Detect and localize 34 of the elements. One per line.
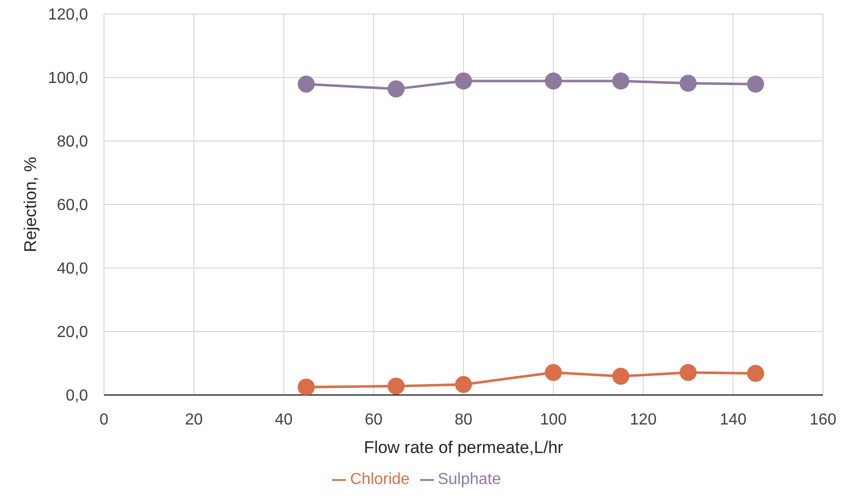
y-tick-label: 0,0 — [66, 388, 88, 405]
point — [680, 364, 697, 381]
x-axis-title: Flow rate of permeate,L/hr — [364, 438, 564, 457]
point — [455, 376, 472, 394]
point — [747, 76, 764, 93]
x-tick-label: 80 — [454, 411, 472, 428]
y-tick-label: 80,0 — [56, 134, 88, 151]
point — [612, 368, 630, 385]
point — [544, 364, 562, 381]
point — [680, 74, 697, 92]
x-tick-label: 60 — [364, 411, 383, 428]
point — [388, 378, 405, 395]
x-tick-label: 0 — [100, 411, 109, 428]
y-tick-label: 120,0 — [48, 6, 88, 24]
x-tick-label: 100 — [540, 411, 567, 428]
x-tick-label: 140 — [720, 411, 747, 428]
point — [612, 72, 630, 90]
y-tick-label: 20,0 — [56, 324, 88, 342]
x-tick-label: 160 — [810, 411, 836, 428]
x-tick-label: 20 — [184, 411, 203, 428]
point — [455, 72, 472, 90]
legend-label: Sulphate — [438, 471, 501, 488]
y-tick-label: 40,0 — [56, 260, 88, 278]
point — [747, 364, 764, 382]
y-tick-label: 60,0 — [56, 197, 88, 214]
point — [544, 72, 562, 90]
y-tick-label: 100,0 — [48, 70, 88, 88]
x-tick-label: 40 — [274, 411, 293, 428]
y-axis-title: Rejection, % — [21, 156, 40, 252]
x-tick-label: 120 — [630, 411, 657, 428]
point — [298, 378, 315, 395]
point — [388, 80, 405, 98]
point — [298, 76, 315, 93]
legend-label: Chloride — [350, 471, 410, 488]
